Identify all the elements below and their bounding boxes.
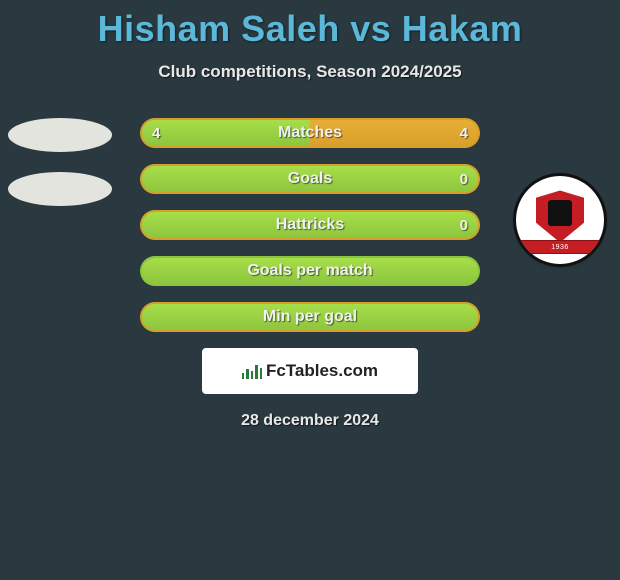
stat-row: Min per goal bbox=[140, 302, 480, 332]
player-right-club-badge: 1936 bbox=[516, 176, 604, 264]
stat-label: Min per goal bbox=[140, 302, 480, 332]
comparison-bars: 44Matches 0Goals 0Hattricks Goals per match… bbox=[140, 118, 480, 332]
brand-text: FcTables.com bbox=[266, 361, 378, 381]
avatar-placeholder-icon bbox=[8, 172, 112, 206]
stat-label: Goals per match bbox=[140, 256, 480, 286]
subtitle: Club competitions, Season 2024/2025 bbox=[0, 62, 620, 82]
stat-row: Goals per match bbox=[140, 256, 480, 286]
avatar-placeholder-icon bbox=[8, 118, 112, 152]
stat-row: 44Matches bbox=[140, 118, 480, 148]
stat-label: Goals bbox=[140, 164, 480, 194]
club-year: 1936 bbox=[516, 240, 604, 254]
brand-logo: FcTables.com bbox=[202, 348, 418, 394]
page-title: Hisham Saleh vs Hakam bbox=[0, 0, 620, 50]
stat-label: Hattricks bbox=[140, 210, 480, 240]
date: 28 december 2024 bbox=[0, 412, 620, 430]
stat-row: 0Goals bbox=[140, 164, 480, 194]
player-left-avatar bbox=[8, 118, 112, 226]
bar-chart-icon bbox=[242, 363, 262, 379]
stat-label: Matches bbox=[140, 118, 480, 148]
stat-row: 0Hattricks bbox=[140, 210, 480, 240]
